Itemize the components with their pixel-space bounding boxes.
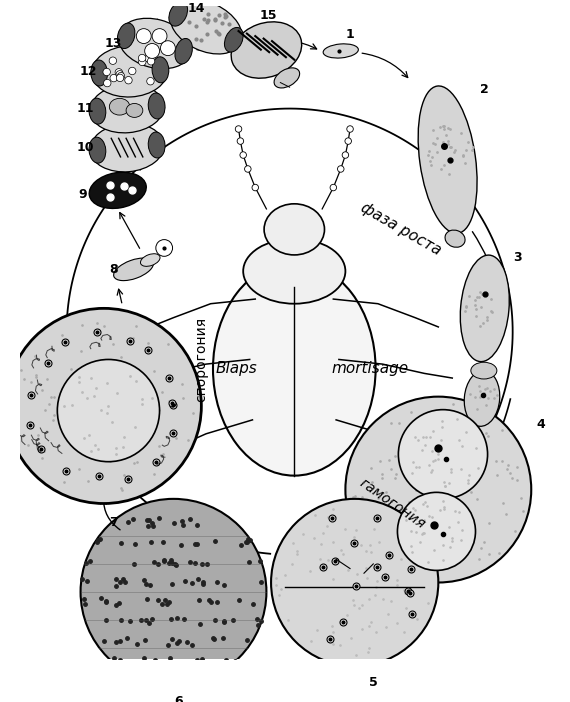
Ellipse shape [140, 253, 160, 266]
Circle shape [271, 499, 438, 666]
Circle shape [345, 397, 531, 583]
Circle shape [125, 77, 132, 84]
Text: 11: 11 [76, 102, 94, 115]
Circle shape [80, 499, 266, 684]
Text: 7: 7 [109, 515, 117, 529]
Circle shape [116, 74, 124, 81]
Text: 3: 3 [513, 251, 522, 264]
Text: гамогония: гамогония [356, 476, 428, 531]
Text: 9: 9 [78, 189, 87, 201]
Text: 12: 12 [79, 65, 97, 78]
Text: 13: 13 [104, 37, 122, 50]
Circle shape [116, 71, 124, 78]
Circle shape [156, 239, 173, 256]
Ellipse shape [418, 86, 477, 233]
Circle shape [245, 166, 251, 172]
Text: 4: 4 [536, 418, 545, 431]
Circle shape [145, 44, 160, 58]
Ellipse shape [264, 204, 324, 255]
Circle shape [161, 41, 176, 55]
Circle shape [110, 74, 117, 82]
Text: спорогония: спорогония [194, 317, 209, 402]
Ellipse shape [471, 362, 497, 379]
Ellipse shape [113, 258, 153, 281]
Text: 15: 15 [259, 9, 277, 22]
Ellipse shape [89, 98, 106, 124]
Circle shape [398, 410, 487, 499]
Ellipse shape [148, 93, 165, 119]
Ellipse shape [126, 103, 143, 117]
Circle shape [128, 67, 136, 74]
Ellipse shape [148, 132, 165, 158]
Circle shape [115, 69, 123, 76]
Ellipse shape [117, 23, 135, 48]
Circle shape [147, 58, 155, 65]
Ellipse shape [91, 60, 108, 86]
Circle shape [109, 57, 117, 65]
Circle shape [330, 185, 336, 191]
Circle shape [252, 185, 259, 191]
Circle shape [345, 138, 352, 145]
Text: 14: 14 [188, 1, 205, 15]
Ellipse shape [323, 44, 359, 58]
Circle shape [103, 68, 111, 76]
Circle shape [342, 152, 349, 158]
Circle shape [237, 138, 243, 145]
Ellipse shape [89, 172, 146, 208]
Ellipse shape [170, 0, 242, 54]
Ellipse shape [92, 46, 168, 97]
Ellipse shape [213, 262, 376, 476]
Ellipse shape [243, 239, 345, 304]
Ellipse shape [231, 22, 302, 78]
Circle shape [139, 58, 146, 66]
Ellipse shape [109, 98, 130, 115]
Text: 8: 8 [109, 263, 117, 276]
Text: mortisage: mortisage [332, 362, 409, 376]
Ellipse shape [169, 1, 188, 26]
Ellipse shape [274, 68, 300, 88]
Text: 2: 2 [481, 84, 489, 96]
Circle shape [152, 29, 167, 44]
Ellipse shape [175, 39, 193, 64]
Text: 6: 6 [174, 695, 182, 702]
Ellipse shape [464, 371, 500, 426]
Ellipse shape [225, 27, 243, 52]
Ellipse shape [445, 230, 465, 247]
Circle shape [136, 29, 151, 44]
Circle shape [139, 54, 146, 62]
Text: 5: 5 [369, 676, 378, 689]
Ellipse shape [90, 124, 164, 172]
Circle shape [145, 55, 152, 62]
Circle shape [397, 492, 475, 571]
Circle shape [337, 166, 344, 172]
Text: 1: 1 [345, 27, 355, 41]
Circle shape [347, 126, 353, 132]
Text: фаза роста: фаза роста [359, 200, 444, 258]
Circle shape [6, 308, 201, 503]
Ellipse shape [152, 57, 169, 83]
Circle shape [240, 152, 246, 158]
Ellipse shape [90, 84, 164, 133]
Circle shape [235, 126, 242, 132]
Text: 10: 10 [76, 141, 94, 154]
Ellipse shape [89, 137, 106, 163]
Circle shape [58, 359, 160, 462]
Ellipse shape [461, 255, 510, 362]
Circle shape [117, 72, 125, 80]
Text: Blaps: Blaps [215, 362, 257, 376]
Circle shape [146, 77, 154, 85]
Ellipse shape [119, 18, 192, 69]
Circle shape [104, 79, 111, 87]
